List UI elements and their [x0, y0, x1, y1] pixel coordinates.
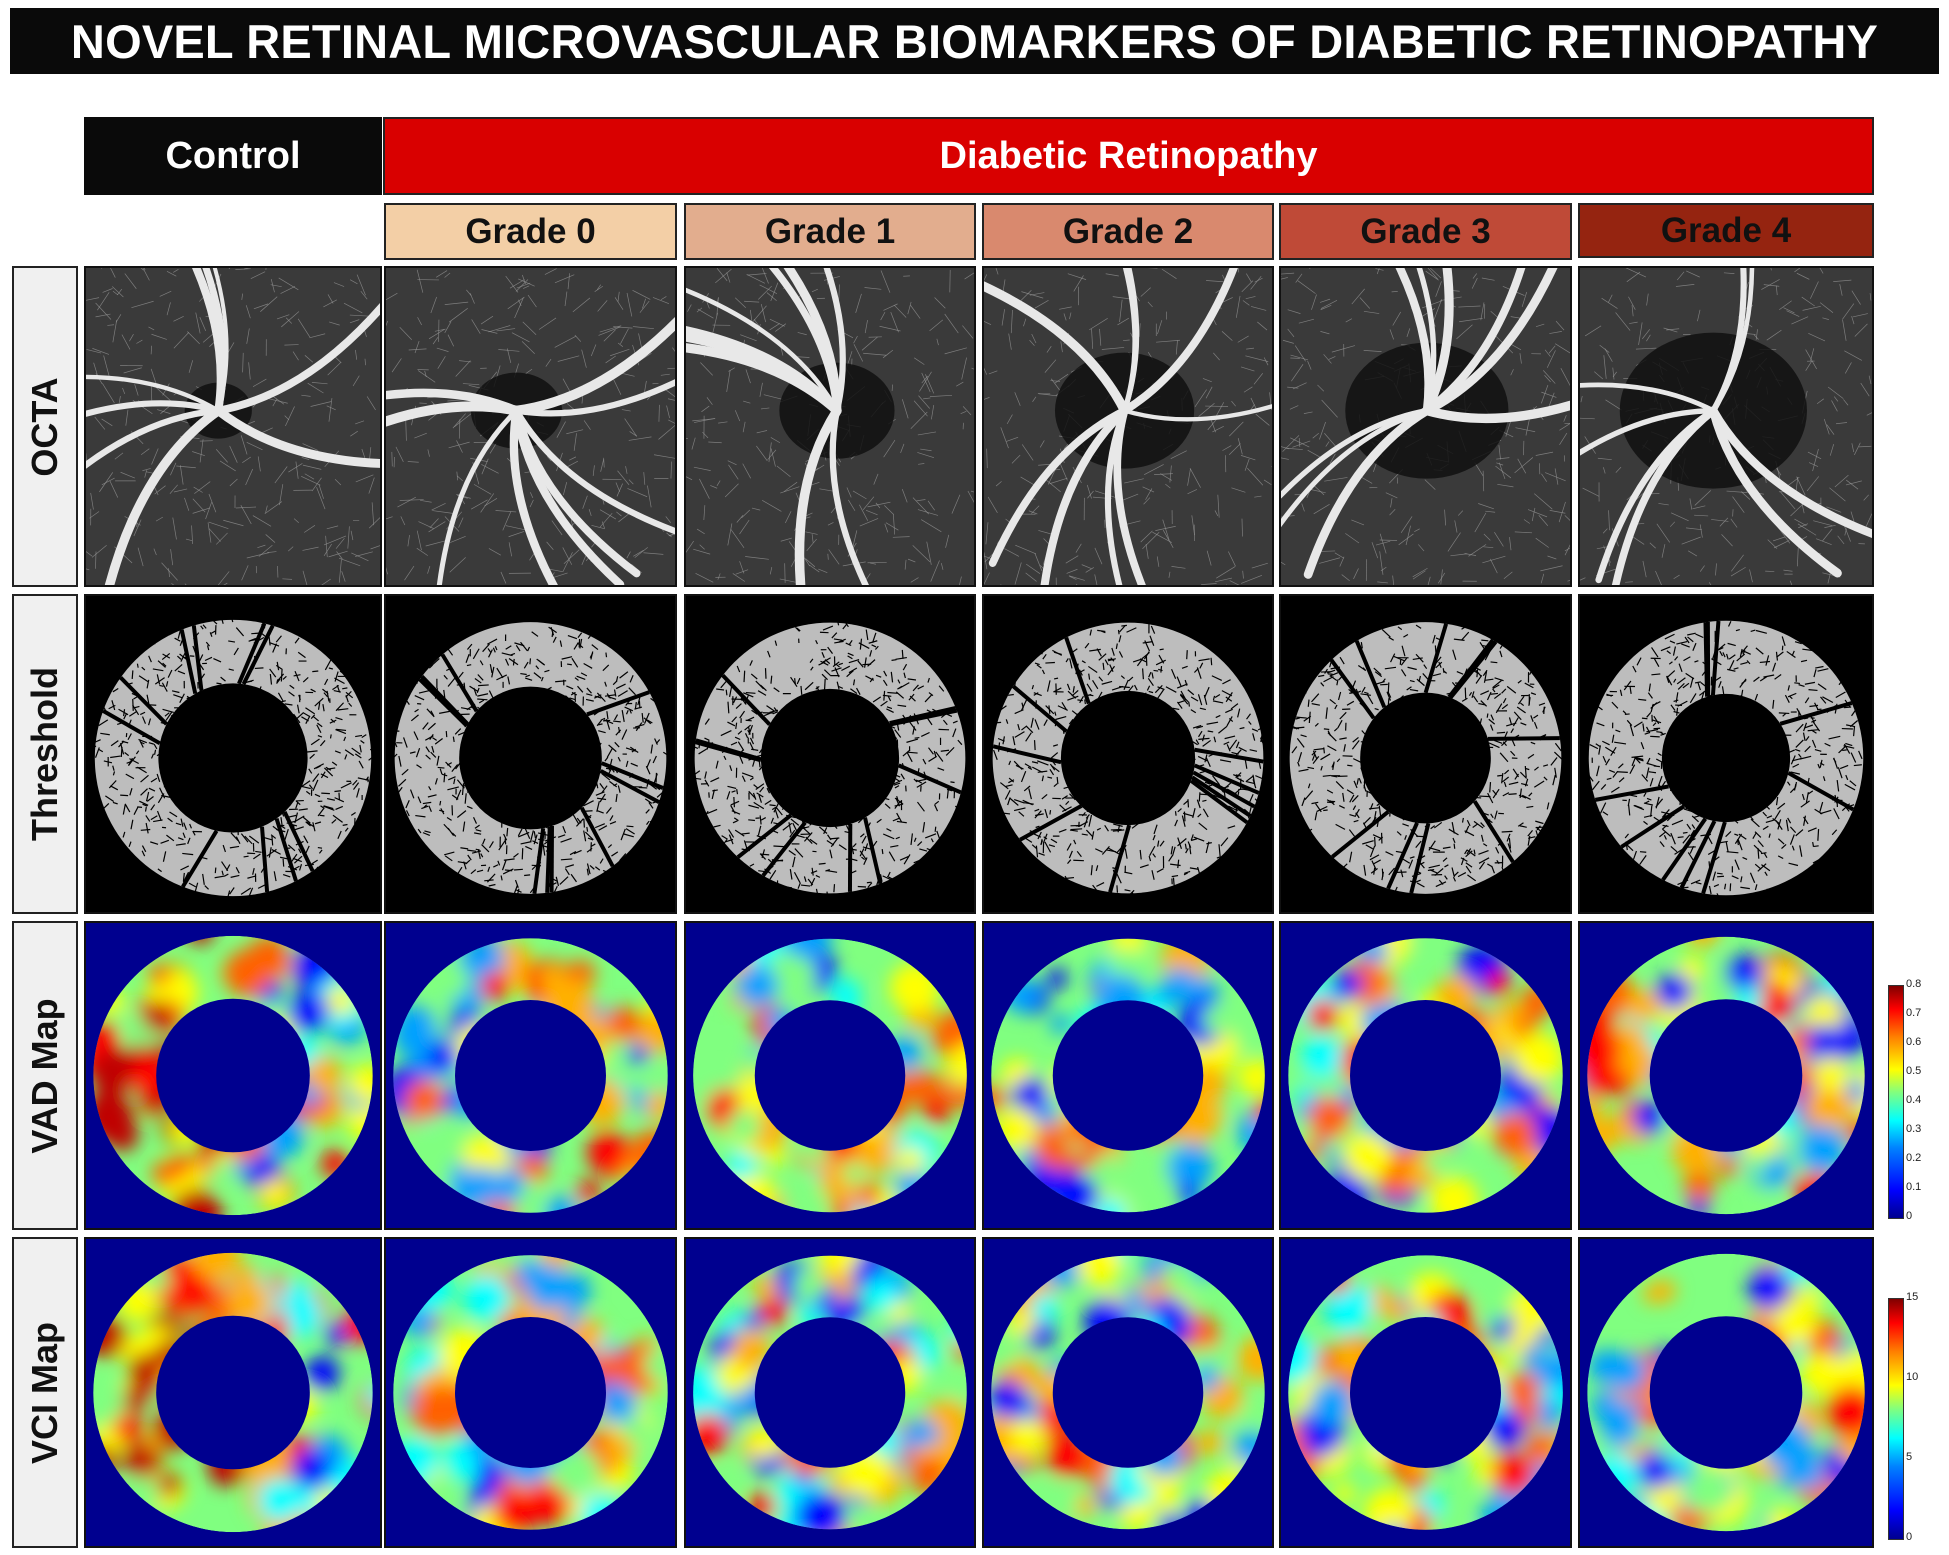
- vci-map-figure-grade-1: [686, 1239, 974, 1546]
- vci-map-figure-grade-0: [386, 1239, 675, 1546]
- vci-map-image-grade-3: [1279, 1237, 1572, 1548]
- threshold-figure-grade-4: [1580, 596, 1872, 912]
- vci-colorbar-tick-label: 15: [1906, 1291, 1919, 1303]
- vad-colorbar-tick-label: 0.1: [1906, 1181, 1922, 1193]
- vci-colorbar-tick-label: 10: [1906, 1371, 1919, 1383]
- figure-title: NOVEL RETINAL MICROVASCULAR BIOMARKERS O…: [10, 8, 1939, 74]
- octa-figure-grade-0: [386, 268, 675, 585]
- grade-1-header: Grade 1: [684, 203, 976, 260]
- vci-map-image-grade-1: [684, 1237, 976, 1548]
- vci-map-figure-control: [86, 1239, 380, 1546]
- threshold-image-grade-1: [684, 594, 976, 914]
- vad-map-image-grade-0: [384, 921, 677, 1230]
- vad-map-figure-control: [86, 923, 380, 1228]
- vad-colorbar-gradient: [1888, 985, 1904, 1219]
- vad-map-figure-grade-2: [984, 923, 1272, 1228]
- vad-map-image-grade-3: [1279, 921, 1572, 1230]
- threshold-image-grade-2: [982, 594, 1274, 914]
- vad-colorbar-tick-label: 0.8: [1906, 978, 1922, 990]
- threshold-image-grade-4: [1578, 594, 1874, 914]
- vci-map-figure-grade-4: [1580, 1239, 1872, 1546]
- vad-colorbar-tick-label: 0.7: [1906, 1007, 1922, 1019]
- octa-figure-grade-4: [1580, 268, 1872, 585]
- vad-colorbar-tick-label: 0.6: [1906, 1036, 1922, 1048]
- vci-map-image-grade-0: [384, 1237, 677, 1548]
- threshold-image-grade-3: [1279, 594, 1572, 914]
- vad-map-figure-grade-1: [686, 923, 974, 1228]
- vad-map-figure-grade-4: [1580, 923, 1872, 1228]
- octa-figure-grade-3: [1281, 268, 1570, 585]
- vci-map-figure-grade-3: [1281, 1239, 1570, 1546]
- octa-image-control: [84, 266, 382, 587]
- octa-figure-grade-1: [686, 268, 974, 585]
- vci-map-figure-grade-2: [984, 1239, 1272, 1546]
- vad-map-image-grade-1: [684, 921, 976, 1230]
- octa-image-grade-4: [1578, 266, 1874, 587]
- octa-figure-grade-2: [984, 268, 1272, 585]
- vad-map-image-grade-2: [982, 921, 1274, 1230]
- vad-colorbar-tick-label: 0.2: [1906, 1152, 1922, 1164]
- vci-map-image-grade-2: [982, 1237, 1274, 1548]
- diabetic-retinopathy-header: Diabetic Retinopathy: [383, 117, 1874, 195]
- grade-2-header: Grade 2: [982, 203, 1274, 260]
- row-label-threshold: Threshold: [12, 594, 78, 914]
- threshold-figure-grade-1: [686, 596, 974, 912]
- vci-map-image-control: [84, 1237, 382, 1548]
- grade-3-header: Grade 3: [1279, 203, 1572, 260]
- vad-map-image-grade-4: [1578, 921, 1874, 1230]
- threshold-figure-grade-2: [984, 596, 1272, 912]
- row-label-vad-map: VAD Map: [12, 921, 78, 1230]
- octa-image-grade-1: [684, 266, 976, 587]
- vci-colorbar-tick-label: 5: [1906, 1451, 1913, 1463]
- control-header: Control: [84, 117, 382, 195]
- octa-image-grade-2: [982, 266, 1274, 587]
- vad-colorbar: 0.8 0.7 0.6 0.5 0.4 0.3 0.2 0.1 0: [1888, 978, 1943, 1222]
- grade-4-header: Grade 4: [1578, 203, 1874, 258]
- threshold-figure-control: [86, 596, 380, 912]
- row-label-vci-map: VCI Map: [12, 1237, 78, 1548]
- grade-0-header: Grade 0: [384, 203, 677, 260]
- vad-colorbar-tick-label: 0.3: [1906, 1123, 1922, 1135]
- vad-map-figure-grade-3: [1281, 923, 1570, 1228]
- vci-map-image-grade-4: [1578, 1237, 1874, 1548]
- vad-colorbar-tick-label: 0.5: [1906, 1065, 1922, 1077]
- threshold-image-grade-0: [384, 594, 677, 914]
- vci-colorbar-gradient: [1888, 1298, 1904, 1540]
- vad-map-image-control: [84, 921, 382, 1230]
- row-label-octa: OCTA: [12, 266, 78, 587]
- threshold-image-control: [84, 594, 382, 914]
- vad-map-figure-grade-0: [386, 923, 675, 1228]
- vad-colorbar-tick-label: 0.4: [1906, 1094, 1922, 1106]
- vci-colorbar-tick-label: 0: [1906, 1531, 1913, 1543]
- vad-colorbar-tick-label: 0: [1906, 1210, 1913, 1222]
- octa-figure-control: [86, 268, 380, 585]
- vci-colorbar: 15 10 5 0: [1888, 1291, 1943, 1543]
- threshold-figure-grade-0: [386, 596, 675, 912]
- threshold-figure-grade-3: [1281, 596, 1570, 912]
- octa-image-grade-3: [1279, 266, 1572, 587]
- octa-image-grade-0: [384, 266, 677, 587]
